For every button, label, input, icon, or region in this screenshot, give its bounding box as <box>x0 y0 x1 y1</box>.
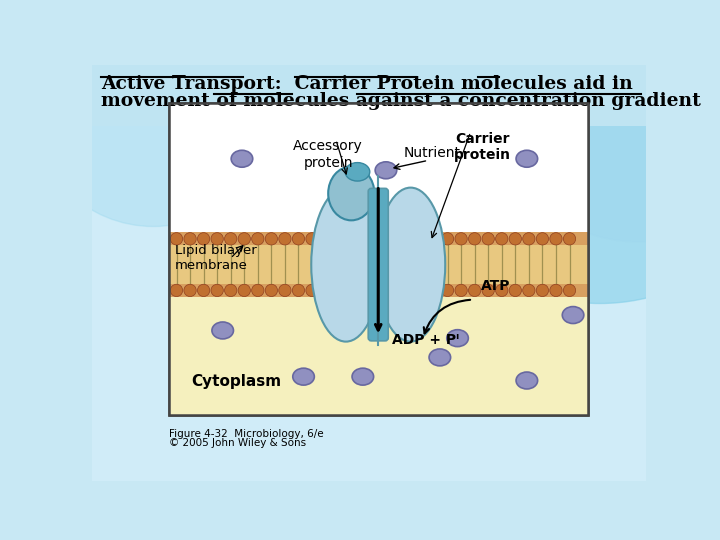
Ellipse shape <box>375 162 397 179</box>
Circle shape <box>550 284 562 296</box>
Circle shape <box>509 233 521 245</box>
Circle shape <box>441 284 454 296</box>
Ellipse shape <box>293 368 315 385</box>
Circle shape <box>441 233 454 245</box>
Ellipse shape <box>212 322 233 339</box>
Circle shape <box>550 233 562 245</box>
Circle shape <box>279 284 291 296</box>
Ellipse shape <box>352 368 374 385</box>
Ellipse shape <box>231 150 253 167</box>
Circle shape <box>482 233 495 245</box>
Circle shape <box>306 284 318 296</box>
FancyBboxPatch shape <box>368 188 388 341</box>
Text: movement of molecules against a concentration gradient: movement of molecules against a concentr… <box>101 92 701 110</box>
Text: Active Transport:  Carrier Protein molecules aid in: Active Transport: Carrier Protein molecu… <box>101 75 633 93</box>
Circle shape <box>536 284 549 296</box>
Circle shape <box>536 233 549 245</box>
Circle shape <box>400 0 720 303</box>
Circle shape <box>563 233 576 245</box>
FancyBboxPatch shape <box>168 245 588 284</box>
Circle shape <box>306 233 318 245</box>
Ellipse shape <box>516 372 538 389</box>
Circle shape <box>523 233 535 245</box>
Circle shape <box>252 233 264 245</box>
Circle shape <box>523 284 535 296</box>
Circle shape <box>197 284 210 296</box>
Circle shape <box>171 233 183 245</box>
Circle shape <box>238 233 251 245</box>
Text: © 2005 John Wiley & Sons: © 2005 John Wiley & Sons <box>168 438 306 448</box>
FancyBboxPatch shape <box>168 103 588 232</box>
Circle shape <box>428 284 440 296</box>
Circle shape <box>495 233 508 245</box>
Circle shape <box>509 284 521 296</box>
Circle shape <box>485 0 720 242</box>
Text: ATP: ATP <box>481 279 510 293</box>
FancyBboxPatch shape <box>168 103 588 415</box>
Text: Accessory
protein: Accessory protein <box>293 139 363 170</box>
Circle shape <box>292 233 305 245</box>
Circle shape <box>225 233 237 245</box>
Text: Nutrient: Nutrient <box>404 145 461 159</box>
Ellipse shape <box>429 349 451 366</box>
Text: Cytoplasm: Cytoplasm <box>192 374 282 389</box>
Circle shape <box>252 284 264 296</box>
Circle shape <box>30 0 276 226</box>
Circle shape <box>265 233 277 245</box>
Circle shape <box>563 284 576 296</box>
Circle shape <box>469 233 481 245</box>
Circle shape <box>184 284 197 296</box>
Circle shape <box>455 284 467 296</box>
Ellipse shape <box>311 187 381 342</box>
Circle shape <box>184 233 197 245</box>
Ellipse shape <box>345 163 370 181</box>
Ellipse shape <box>376 187 445 342</box>
Circle shape <box>279 233 291 245</box>
FancyBboxPatch shape <box>92 65 647 481</box>
Ellipse shape <box>562 307 584 323</box>
Ellipse shape <box>447 330 468 347</box>
Circle shape <box>455 233 467 245</box>
Circle shape <box>225 284 237 296</box>
Circle shape <box>482 284 495 296</box>
Text: Carrier
protein: Carrier protein <box>454 132 510 162</box>
Circle shape <box>469 284 481 296</box>
Text: ADP + Pᴵ: ADP + Pᴵ <box>392 333 459 347</box>
Ellipse shape <box>516 150 538 167</box>
FancyBboxPatch shape <box>168 298 588 415</box>
Circle shape <box>197 233 210 245</box>
Circle shape <box>211 284 223 296</box>
Text: Lipid bilayer
membrane: Lipid bilayer membrane <box>175 245 257 273</box>
FancyBboxPatch shape <box>92 65 647 126</box>
FancyBboxPatch shape <box>168 232 588 298</box>
Circle shape <box>171 284 183 296</box>
Circle shape <box>428 233 440 245</box>
Circle shape <box>292 284 305 296</box>
Circle shape <box>211 233 223 245</box>
Circle shape <box>238 284 251 296</box>
Text: Figure 4-32  Microbiology, 6/e: Figure 4-32 Microbiology, 6/e <box>168 429 323 439</box>
Ellipse shape <box>328 166 374 220</box>
Circle shape <box>265 284 277 296</box>
Circle shape <box>495 284 508 296</box>
